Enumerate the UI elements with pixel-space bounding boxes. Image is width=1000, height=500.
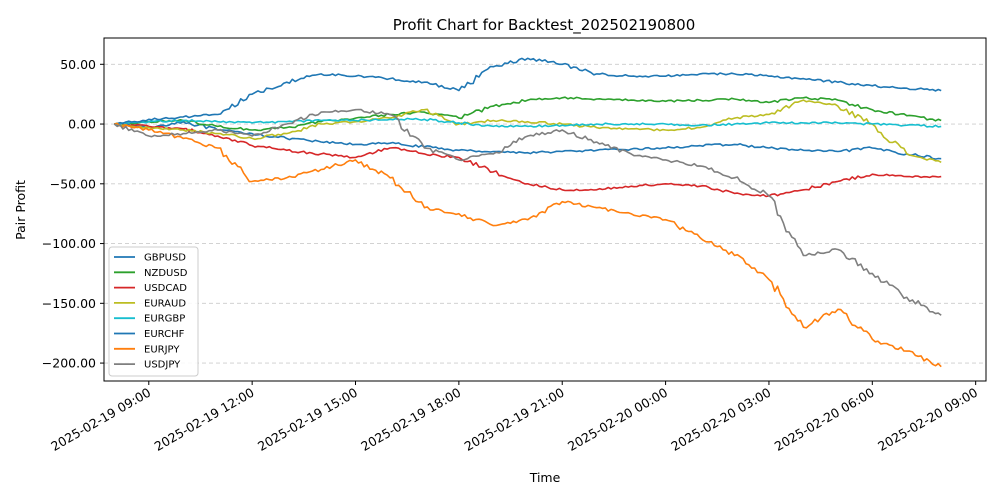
legend-label: EURCHF xyxy=(144,329,185,340)
legend-label: EURAUD xyxy=(144,298,186,309)
legend-label: USDJPY xyxy=(144,360,181,371)
series-line-gbpusd xyxy=(113,120,942,160)
y-tick-label: 50.00 xyxy=(60,57,96,72)
y-gridlines xyxy=(104,63,986,364)
series-line-usdjpy xyxy=(113,108,942,316)
series-line-nzdusd xyxy=(114,96,942,132)
legend-box xyxy=(108,246,199,377)
series-layer xyxy=(113,57,942,368)
y-axis-title: Pair Profit xyxy=(13,180,28,240)
series-line-eurjpy xyxy=(114,122,942,368)
y-tick-label: −100.00 xyxy=(42,236,96,251)
chart-title: Profit Chart for Backtest_202502190800 xyxy=(393,16,696,35)
y-tick-label: −150.00 xyxy=(42,296,96,311)
y-tick-label: −200.00 xyxy=(42,356,96,371)
series-line-eurchf xyxy=(114,57,942,125)
series-line-eurgbp xyxy=(114,117,942,128)
legend: GBPUSD NZDUSD USDCAD EURAUD EURGBP EURCHF EURJ… xyxy=(108,246,199,377)
legend-label: GBPUSD xyxy=(144,253,186,264)
x-axis-title: Time xyxy=(529,470,561,485)
legend-label: NZDUSD xyxy=(144,268,188,279)
legend-label: USDCAD xyxy=(144,283,187,294)
y-tick-label: −50.00 xyxy=(50,176,96,191)
legend-label: EURGBP xyxy=(144,314,185,325)
series-line-euraud xyxy=(114,99,942,164)
legend-label: EURJPY xyxy=(144,344,180,355)
y-tick-label: 0.00 xyxy=(68,117,96,132)
y-axis: 50.00 0.00 −50.00 −100.00 −150.00 −200.00 xyxy=(42,57,104,371)
series-line-usdcad xyxy=(114,123,942,198)
plot-frame xyxy=(103,37,987,382)
